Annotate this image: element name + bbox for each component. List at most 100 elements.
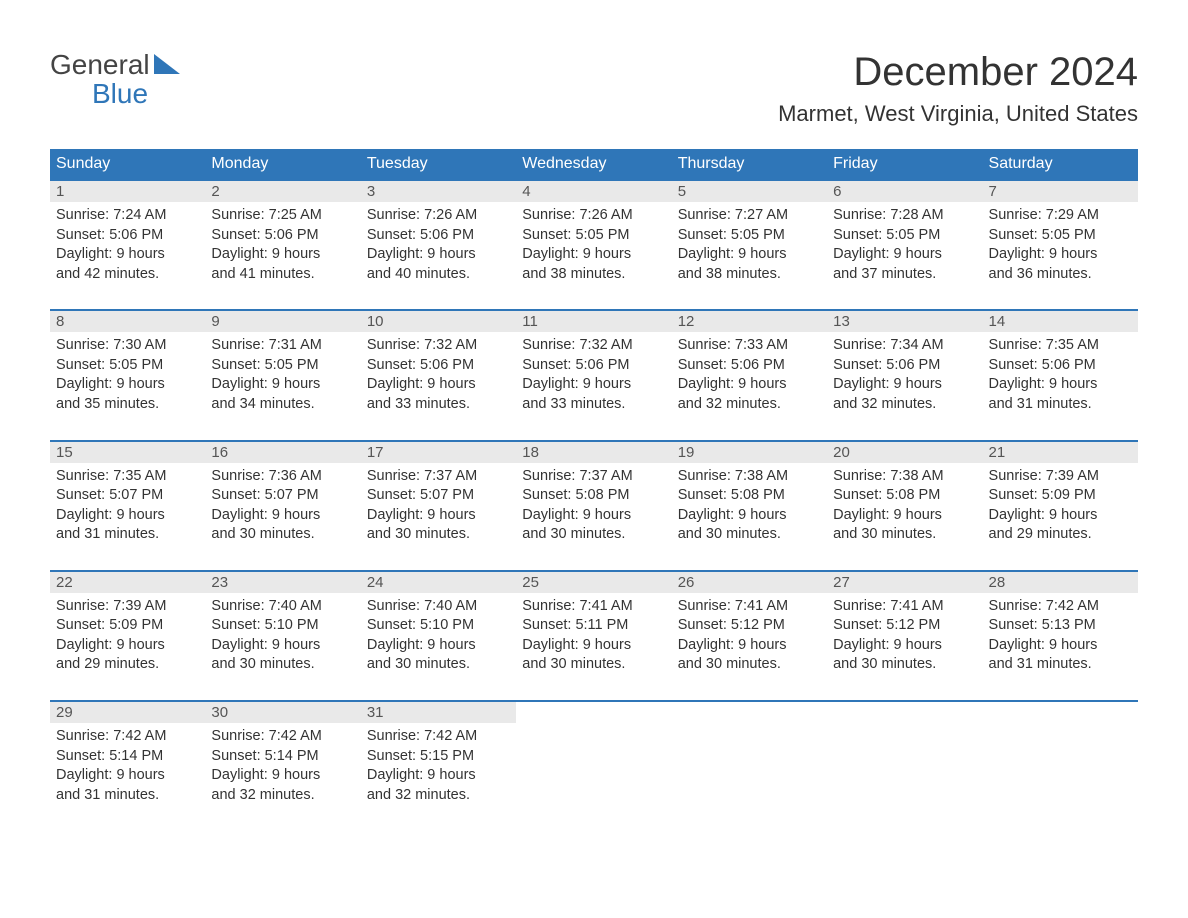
day-details: Sunrise: 7:33 AMSunset: 5:06 PMDaylight:… <box>672 332 827 422</box>
day-number: 19 <box>672 441 827 463</box>
day-ss: Sunset: 5:06 PM <box>211 226 354 246</box>
day-details: Sunrise: 7:34 AMSunset: 5:06 PMDaylight:… <box>827 332 982 422</box>
day-details: Sunrise: 7:42 AMSunset: 5:14 PMDaylight:… <box>205 723 360 813</box>
day-d2: and 30 minutes. <box>833 655 976 675</box>
day-d2: and 38 minutes. <box>678 265 821 285</box>
day-ss: Sunset: 5:12 PM <box>833 616 976 636</box>
day-ss: Sunset: 5:05 PM <box>211 356 354 376</box>
day-ss: Sunset: 5:14 PM <box>56 747 199 767</box>
weekday-header: Tuesday <box>361 149 516 180</box>
day-d1: Daylight: 9 hours <box>989 506 1132 526</box>
day-details: Sunrise: 7:41 AMSunset: 5:12 PMDaylight:… <box>827 593 982 683</box>
day-d1: Daylight: 9 hours <box>522 506 665 526</box>
day-details: Sunrise: 7:36 AMSunset: 5:07 PMDaylight:… <box>205 463 360 553</box>
day-number: 28 <box>983 571 1138 593</box>
day-number: 10 <box>361 310 516 332</box>
empty-day <box>516 701 671 723</box>
day-d2: and 30 minutes. <box>522 525 665 545</box>
day-d2: and 30 minutes. <box>211 655 354 675</box>
day-sr: Sunrise: 7:24 AM <box>56 206 199 226</box>
calendar-body: 1234567Sunrise: 7:24 AMSunset: 5:06 PMDa… <box>50 180 1138 813</box>
day-details-row: Sunrise: 7:24 AMSunset: 5:06 PMDaylight:… <box>50 202 1138 292</box>
day-sr: Sunrise: 7:41 AM <box>522 597 665 617</box>
day-number: 7 <box>983 180 1138 202</box>
day-sr: Sunrise: 7:35 AM <box>56 467 199 487</box>
day-sr: Sunrise: 7:37 AM <box>522 467 665 487</box>
day-d1: Daylight: 9 hours <box>211 375 354 395</box>
day-details-row: Sunrise: 7:39 AMSunset: 5:09 PMDaylight:… <box>50 593 1138 683</box>
weekday-header: Thursday <box>672 149 827 180</box>
day-d1: Daylight: 9 hours <box>678 245 821 265</box>
day-details: Sunrise: 7:39 AMSunset: 5:09 PMDaylight:… <box>983 463 1138 553</box>
weekday-header: Sunday <box>50 149 205 180</box>
day-sr: Sunrise: 7:42 AM <box>989 597 1132 617</box>
day-d1: Daylight: 9 hours <box>833 636 976 656</box>
day-details: Sunrise: 7:27 AMSunset: 5:05 PMDaylight:… <box>672 202 827 292</box>
week-separator <box>50 292 1138 310</box>
day-ss: Sunset: 5:08 PM <box>678 486 821 506</box>
day-d2: and 29 minutes. <box>989 525 1132 545</box>
day-d2: and 32 minutes. <box>678 395 821 415</box>
logo: General Blue <box>50 50 180 109</box>
weekday-header-row: Sunday Monday Tuesday Wednesday Thursday… <box>50 149 1138 180</box>
week-separator <box>50 423 1138 441</box>
day-d2: and 30 minutes. <box>367 655 510 675</box>
day-details: Sunrise: 7:24 AMSunset: 5:06 PMDaylight:… <box>50 202 205 292</box>
day-sr: Sunrise: 7:39 AM <box>989 467 1132 487</box>
day-ss: Sunset: 5:06 PM <box>678 356 821 376</box>
day-d2: and 42 minutes. <box>56 265 199 285</box>
day-number: 11 <box>516 310 671 332</box>
day-number: 27 <box>827 571 982 593</box>
title-block: December 2024 Marmet, West Virginia, Uni… <box>778 50 1138 141</box>
day-number: 30 <box>205 701 360 723</box>
empty-day <box>672 723 827 813</box>
week-separator <box>50 553 1138 571</box>
day-d2: and 41 minutes. <box>211 265 354 285</box>
day-d1: Daylight: 9 hours <box>56 245 199 265</box>
day-ss: Sunset: 5:06 PM <box>56 226 199 246</box>
day-number: 14 <box>983 310 1138 332</box>
logo-text-top: General <box>50 50 150 79</box>
day-number: 21 <box>983 441 1138 463</box>
weekday-header: Friday <box>827 149 982 180</box>
day-d2: and 40 minutes. <box>367 265 510 285</box>
day-sr: Sunrise: 7:26 AM <box>367 206 510 226</box>
day-sr: Sunrise: 7:33 AM <box>678 336 821 356</box>
day-details: Sunrise: 7:32 AMSunset: 5:06 PMDaylight:… <box>361 332 516 422</box>
day-ss: Sunset: 5:08 PM <box>833 486 976 506</box>
day-details: Sunrise: 7:42 AMSunset: 5:13 PMDaylight:… <box>983 593 1138 683</box>
day-number: 22 <box>50 571 205 593</box>
logo-text-bottom: Blue <box>50 79 180 108</box>
week-separator <box>50 683 1138 701</box>
day-d2: and 30 minutes. <box>211 525 354 545</box>
calendar-table: Sunday Monday Tuesday Wednesday Thursday… <box>50 149 1138 813</box>
day-number: 20 <box>827 441 982 463</box>
day-details: Sunrise: 7:32 AMSunset: 5:06 PMDaylight:… <box>516 332 671 422</box>
day-details: Sunrise: 7:41 AMSunset: 5:12 PMDaylight:… <box>672 593 827 683</box>
day-number-row: 1234567 <box>50 180 1138 202</box>
day-d2: and 35 minutes. <box>56 395 199 415</box>
day-ss: Sunset: 5:13 PM <box>989 616 1132 636</box>
day-d1: Daylight: 9 hours <box>522 375 665 395</box>
logo-triangle-icon <box>154 50 180 79</box>
empty-day <box>827 701 982 723</box>
day-number: 13 <box>827 310 982 332</box>
day-details: Sunrise: 7:28 AMSunset: 5:05 PMDaylight:… <box>827 202 982 292</box>
weekday-header: Monday <box>205 149 360 180</box>
day-number: 23 <box>205 571 360 593</box>
day-ss: Sunset: 5:07 PM <box>367 486 510 506</box>
day-d2: and 31 minutes. <box>989 655 1132 675</box>
day-ss: Sunset: 5:05 PM <box>678 226 821 246</box>
day-details: Sunrise: 7:42 AMSunset: 5:14 PMDaylight:… <box>50 723 205 813</box>
day-sr: Sunrise: 7:41 AM <box>678 597 821 617</box>
day-d1: Daylight: 9 hours <box>989 245 1132 265</box>
page-header: General Blue December 2024 Marmet, West … <box>50 50 1138 141</box>
day-d1: Daylight: 9 hours <box>522 636 665 656</box>
day-sr: Sunrise: 7:29 AM <box>989 206 1132 226</box>
day-sr: Sunrise: 7:26 AM <box>522 206 665 226</box>
empty-day <box>827 723 982 813</box>
day-ss: Sunset: 5:05 PM <box>989 226 1132 246</box>
empty-day <box>516 723 671 813</box>
day-d1: Daylight: 9 hours <box>211 245 354 265</box>
day-ss: Sunset: 5:06 PM <box>833 356 976 376</box>
